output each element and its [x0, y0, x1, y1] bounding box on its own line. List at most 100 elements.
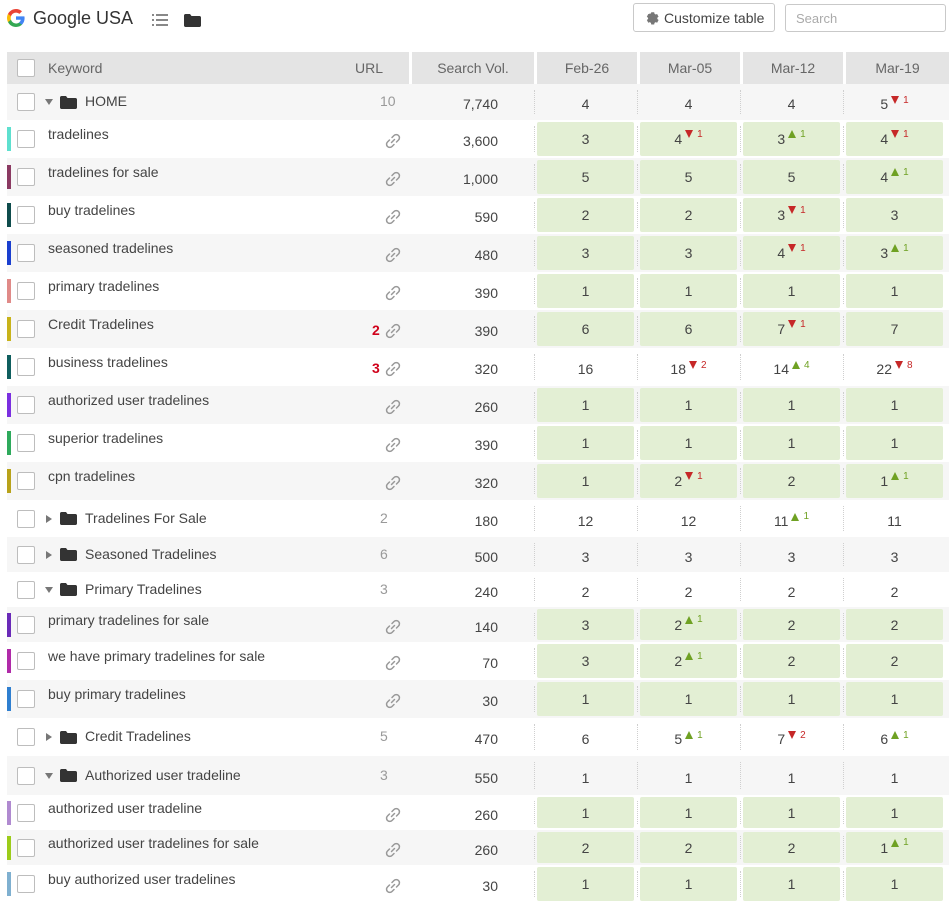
keyword-name[interactable]: authorized user tradelines	[48, 392, 210, 408]
rank-value: 12	[680, 512, 697, 529]
link-icon[interactable]	[385, 655, 401, 671]
row-checkbox[interactable]	[17, 509, 35, 528]
header-date-2[interactable]: Mar-05	[640, 52, 740, 84]
row-checkbox[interactable]	[17, 690, 35, 708]
url-count-alert[interactable]: 3	[372, 360, 380, 376]
keyword-name[interactable]: primary tradelines for sale	[48, 611, 210, 628]
header-date-4[interactable]: Mar-19	[846, 52, 949, 84]
row-checkbox[interactable]	[17, 282, 35, 300]
link-icon[interactable]	[385, 133, 401, 149]
link-icon[interactable]	[385, 693, 401, 709]
rank-cell: 1	[640, 867, 737, 901]
group-name[interactable]: Authorized user tradeline	[85, 766, 241, 783]
link-icon[interactable]	[385, 323, 401, 339]
row-checkbox[interactable]	[17, 320, 35, 338]
row-checkbox[interactable]	[17, 396, 35, 414]
row-checkbox[interactable]	[17, 615, 35, 634]
link-icon[interactable]	[385, 399, 401, 415]
rank-down-change: 1	[788, 243, 806, 254]
group-name[interactable]: Primary Tradelines	[85, 580, 202, 597]
expand-arrow-icon[interactable]	[44, 732, 54, 742]
collapse-arrow-icon[interactable]	[44, 771, 54, 781]
header-date-3[interactable]: Mar-12	[743, 52, 843, 84]
keyword-name[interactable]: tradelines for sale	[48, 164, 159, 180]
row-checkbox[interactable]	[17, 652, 35, 670]
url-count-alert[interactable]: 2	[372, 322, 380, 338]
collapse-arrow-icon[interactable]	[44, 97, 54, 107]
customize-table-button[interactable]: Customize table	[633, 3, 775, 32]
up-arrow-icon	[891, 472, 900, 480]
expand-arrow-icon[interactable]	[44, 550, 54, 560]
search-input[interactable]	[785, 4, 946, 32]
group-name[interactable]: Tradelines For Sale	[85, 509, 207, 526]
header-url[interactable]: URL	[355, 60, 384, 76]
rank-value: 4	[777, 245, 786, 261]
rank-value: 2	[787, 616, 796, 633]
rank-value: 7	[890, 321, 899, 337]
list-view-icon[interactable]	[152, 13, 168, 27]
link-icon[interactable]	[385, 437, 401, 453]
row-checkbox[interactable]	[17, 875, 35, 893]
column-divider	[740, 240, 741, 266]
rank-cell: 2	[846, 584, 943, 600]
expand-arrow-icon[interactable]	[44, 514, 54, 524]
link-icon[interactable]	[385, 475, 401, 491]
keyword-name[interactable]: authorized user tradeline	[48, 799, 203, 816]
rank-value: 1	[890, 691, 899, 707]
row-checkbox[interactable]	[17, 244, 35, 262]
keyword-name[interactable]: buy primary tradelines	[48, 686, 186, 702]
keyword-name[interactable]: business tradelines	[48, 354, 168, 370]
link-icon[interactable]	[385, 285, 401, 301]
rank-cell: 4	[537, 96, 634, 112]
row-checkbox[interactable]	[17, 472, 35, 490]
search-volume: 70	[482, 655, 498, 671]
header-keyword[interactable]: Keyword	[48, 60, 103, 76]
header-search-volume[interactable]: Search Vol.	[412, 52, 534, 84]
select-all-checkbox[interactable]	[17, 59, 35, 77]
column-divider	[740, 354, 741, 380]
link-icon[interactable]	[385, 619, 401, 635]
keyword-name[interactable]: primary tradelines	[48, 278, 160, 294]
row-checkbox[interactable]	[17, 803, 35, 822]
header-keyword-cell: Keyword URL	[7, 52, 409, 84]
keyword-name[interactable]: tradelines	[48, 126, 109, 142]
row-checkbox[interactable]	[17, 545, 35, 564]
url-count: 6	[380, 545, 388, 562]
keyword-name[interactable]: authorized user tradelines for sale	[48, 834, 259, 851]
row-checkbox[interactable]	[17, 580, 35, 599]
group-name[interactable]: HOME	[85, 93, 127, 109]
up-arrow-icon	[685, 731, 694, 739]
search-volume: 390	[474, 323, 498, 339]
link-icon[interactable]	[385, 361, 401, 377]
keyword-name[interactable]: superior tradelines	[48, 430, 164, 446]
keyword-name[interactable]: we have primary tradelines for sale	[48, 648, 266, 664]
keyword-name[interactable]: Credit Tradelines	[48, 316, 154, 332]
row-checkbox[interactable]	[17, 93, 35, 111]
keyword-name[interactable]: buy authorized user tradelines	[48, 871, 236, 887]
row-checkbox[interactable]	[17, 766, 35, 785]
header-date-1[interactable]: Feb-26	[537, 52, 637, 84]
rank-value: 2	[787, 653, 796, 669]
ranking-table: Keyword URL Search Vol. Feb-26 Mar-05 Ma…	[7, 52, 949, 903]
link-icon[interactable]	[385, 247, 401, 263]
link-icon[interactable]	[385, 878, 401, 894]
link-icon[interactable]	[385, 171, 401, 187]
row-checkbox[interactable]	[17, 434, 35, 452]
row-checkbox[interactable]	[17, 168, 35, 186]
row-checkbox[interactable]	[17, 358, 35, 376]
table-row: cpn tradelines 320 1 2 1 2 1 1	[7, 462, 949, 500]
row-checkbox[interactable]	[17, 206, 35, 224]
row-checkbox[interactable]	[17, 838, 35, 857]
keyword-name[interactable]: cpn tradelines	[48, 468, 136, 484]
link-icon[interactable]	[385, 807, 401, 823]
keyword-name[interactable]: buy tradelines	[48, 202, 136, 218]
link-icon[interactable]	[385, 209, 401, 225]
keyword-name[interactable]: seasoned tradelines	[48, 240, 174, 256]
row-checkbox[interactable]	[17, 130, 35, 148]
link-icon[interactable]	[385, 842, 401, 858]
group-name[interactable]: Seasoned Tradelines	[85, 545, 217, 562]
row-checkbox[interactable]	[17, 728, 35, 746]
group-name[interactable]: Credit Tradelines	[85, 728, 191, 744]
collapse-arrow-icon[interactable]	[44, 585, 54, 595]
folder-view-icon[interactable]	[184, 14, 201, 27]
